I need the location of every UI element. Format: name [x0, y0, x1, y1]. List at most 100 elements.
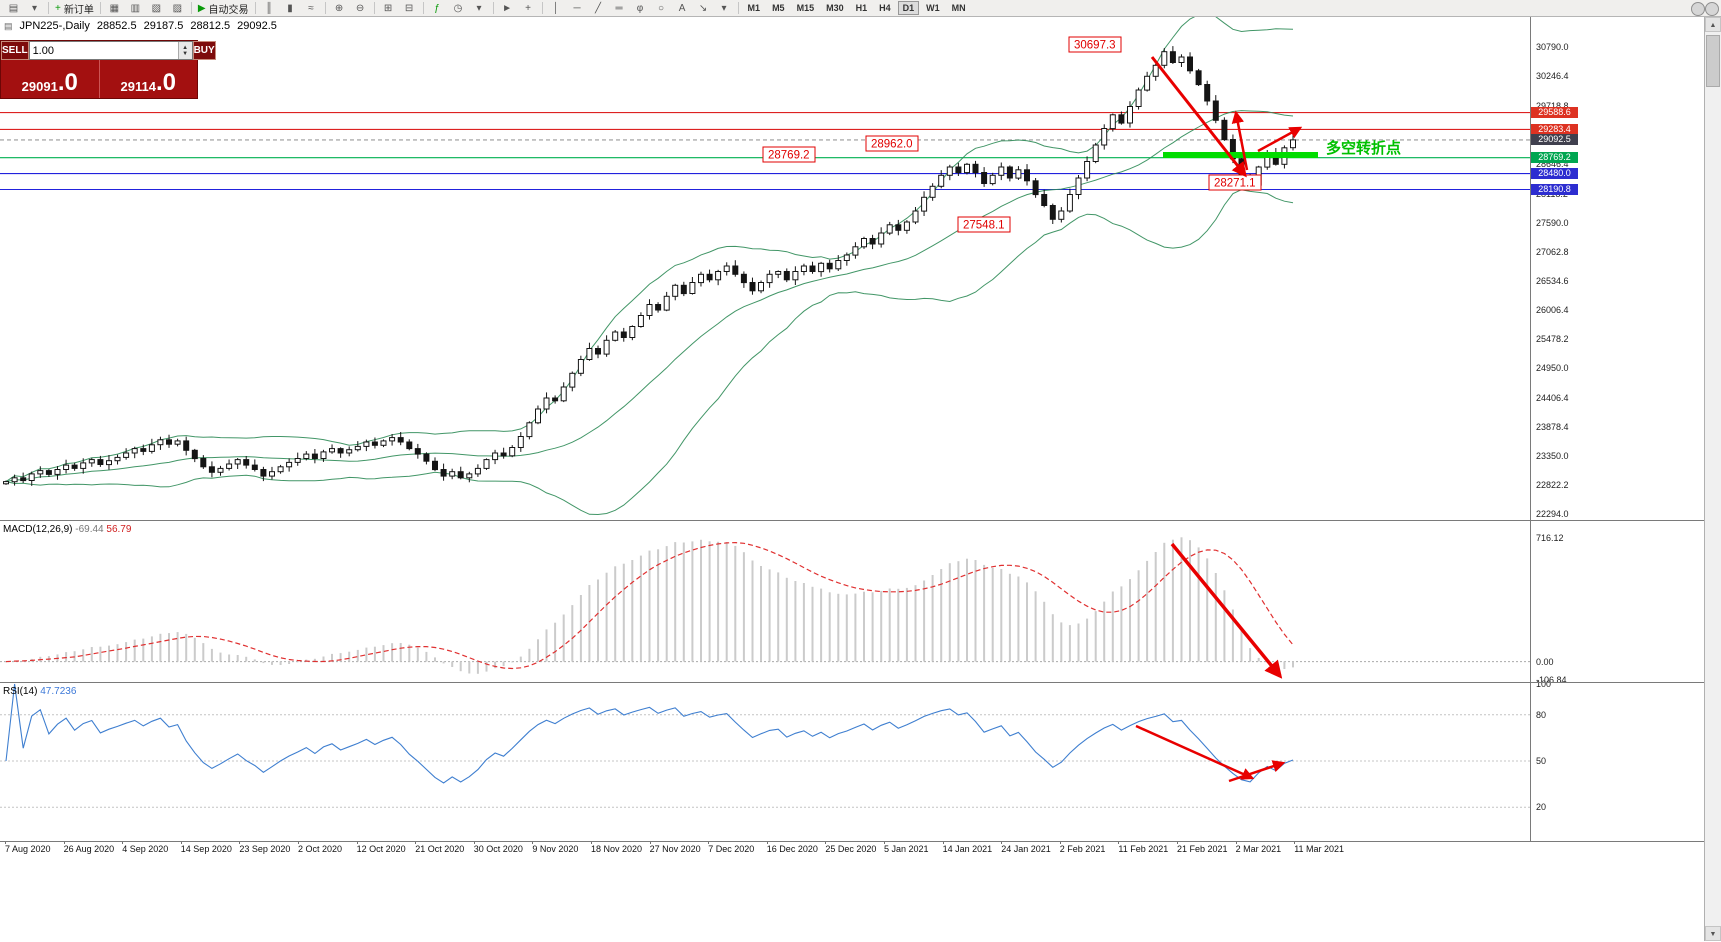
new-chart-icon: ▤ — [8, 2, 19, 14]
data-window-button[interactable]: ▥ — [126, 1, 145, 15]
equidistant-channel-button[interactable]: ═ — [610, 1, 629, 15]
fibonacci-icon: φ — [636, 2, 644, 14]
price-badge: 29283.4 — [1531, 123, 1578, 135]
zoom-in-icon: ⊕ — [334, 2, 344, 14]
volume-field-wrap: ▲ ▼ — [28, 41, 193, 60]
auto-trading-button[interactable]: ▶ 自动交易 — [196, 1, 251, 16]
navigator-icon: ▧ — [151, 2, 162, 14]
macd-panel-divider[interactable] — [0, 520, 1704, 521]
candlestick-series — [3, 46, 1296, 486]
timeframe-m15-button[interactable]: M15 — [796, 3, 815, 13]
equidistant-channel-icon: ═ — [615, 2, 623, 14]
zoom-out-button[interactable]: ⊖ — [351, 1, 370, 15]
toolbar-separator — [737, 2, 739, 14]
arrow-object-button[interactable]: ↘ — [694, 1, 713, 15]
data-window-icon: ▥ — [130, 2, 141, 14]
price-axis-label: 22822.2 — [1536, 479, 1569, 490]
volume-up-icon[interactable]: ▲ — [182, 44, 189, 51]
crosshair-button[interactable]: + — [519, 1, 538, 15]
help-icon[interactable] — [1705, 2, 1719, 16]
vertical-scrollbar[interactable]: ▲ ▼ — [1704, 17, 1721, 941]
timeframe-w1-button[interactable]: W1 — [926, 3, 940, 13]
sell-button[interactable]: SELL — [1, 41, 29, 60]
zoom-out-icon: ⊖ — [355, 2, 365, 14]
templates-button[interactable]: ▾ — [470, 1, 489, 15]
volume-down-icon[interactable]: ▼ — [182, 50, 189, 57]
buy-price[interactable]: 29114 .0 — [100, 60, 198, 98]
svg-text:28271.1: 28271.1 — [1214, 178, 1256, 190]
price-axis-label: 27590.0 — [1536, 217, 1569, 228]
price-badge: 29092.5 — [1531, 134, 1578, 146]
horizontal-line-button[interactable]: ─ — [568, 1, 587, 15]
macd-axis-label: 0.00 — [1536, 656, 1554, 667]
scroll-down-icon[interactable]: ▼ — [1705, 926, 1721, 941]
timeframe-m1-button[interactable]: M1 — [747, 3, 761, 13]
periods-button[interactable]: ◷ — [449, 1, 468, 15]
new-order-icon: + — [55, 2, 61, 14]
scrollbar-thumb[interactable] — [1706, 35, 1720, 87]
price-axis-label: 27062.8 — [1536, 246, 1569, 257]
price-badge: 28190.8 — [1531, 184, 1578, 195]
cursor-button[interactable]: ► — [498, 1, 517, 15]
chart-line-button[interactable]: ≈ — [302, 1, 321, 15]
price-axis-label: 23878.4 — [1536, 421, 1569, 432]
tile-windows-button[interactable]: ⊞ — [379, 1, 398, 15]
ohlc-high: 29187.5 — [143, 20, 184, 32]
price-badge: 29588.6 — [1531, 107, 1578, 119]
volume-input[interactable] — [29, 42, 178, 59]
trendline-button[interactable]: ╱ — [589, 1, 608, 15]
pivot-note-text: 多空转折点 — [1326, 139, 1401, 157]
terminal-button[interactable]: ▨ — [168, 1, 187, 15]
scroll-up-icon[interactable]: ▲ — [1705, 17, 1721, 32]
macd-main-value: -69.44 — [75, 524, 104, 535]
timeframe-m30-button[interactable]: M30 — [826, 3, 844, 13]
crosshair-icon: + — [525, 2, 531, 14]
chart-window-icon: ▤ — [4, 20, 13, 31]
chart-bars-button[interactable]: ║ — [260, 1, 279, 15]
timeframe-d1-button[interactable]: D1 — [897, 1, 920, 15]
sell-price[interactable]: 29091 .0 — [1, 60, 100, 98]
arrange-windows-button[interactable]: ⊟ — [400, 1, 419, 15]
macd-signal-value: 56.79 — [106, 524, 132, 535]
price-axis-label: 25478.2 — [1536, 333, 1569, 344]
indicators-button[interactable]: ƒ — [428, 1, 447, 15]
timeframe-m5-button[interactable]: M5 — [772, 3, 785, 13]
navigator-button[interactable]: ▧ — [147, 1, 166, 15]
more-tools-button[interactable]: ▾ — [715, 1, 734, 15]
timeframe-h4-button[interactable]: H4 — [879, 3, 891, 13]
timeframe-h1-button[interactable]: H1 — [855, 3, 868, 13]
svg-text:28769.2: 28769.2 — [768, 150, 810, 162]
text-label-icon: A — [678, 2, 686, 14]
toolbar-separator — [48, 2, 49, 14]
ohlc-open: 28852.5 — [96, 20, 137, 32]
community-icon[interactable] — [1691, 2, 1705, 16]
buy-price-frac: .0 — [155, 68, 176, 96]
zoom-in-button[interactable]: ⊕ — [330, 1, 349, 15]
price-axis-label: 24406.4 — [1536, 392, 1569, 403]
chart-candlesticks-button[interactable]: ▮ — [281, 1, 300, 15]
fibonacci-button[interactable]: φ — [631, 1, 650, 15]
sell-price-base: 29091 — [21, 79, 58, 94]
price-badge: 28769.2 — [1531, 152, 1578, 164]
price-annotation: 27548.1 — [957, 216, 1011, 233]
price-annotation: 28962.0 — [865, 135, 919, 152]
timeframe-mn-button[interactable]: MN — [951, 3, 966, 13]
chart-type-dropdown-button[interactable]: ▾ — [25, 1, 44, 15]
macd-axis-label: 716.12 — [1536, 533, 1564, 543]
arrow-object-icon: ↘ — [698, 2, 708, 14]
new-chart-button[interactable]: ▤ — [4, 1, 23, 15]
templates-icon: ▾ — [476, 2, 482, 14]
buy-button[interactable]: BUY — [192, 41, 216, 60]
rsi-panel-divider[interactable] — [0, 682, 1704, 683]
text-label-button[interactable]: A — [673, 1, 692, 15]
shapes-button[interactable]: ○ — [652, 1, 671, 15]
chart-canvas[interactable]: 30697.3 28962.0 28769.2 28271.1 27548.1 多空转折点 — [0, 0, 1530, 860]
market-watch-button[interactable]: ▦ — [105, 1, 124, 15]
rsi-name: RSI(14) — [3, 686, 38, 697]
vertical-line-button[interactable]: │ — [547, 1, 566, 15]
volume-stepper[interactable]: ▲ ▼ — [177, 42, 192, 59]
rsi-axis-label: 50 — [1536, 756, 1547, 766]
chart-type-dropdown-icon: ▾ — [31, 2, 38, 14]
new-order-button[interactable]: + 新订单 — [53, 1, 96, 16]
chart-candlesticks-icon: ▮ — [287, 2, 293, 14]
